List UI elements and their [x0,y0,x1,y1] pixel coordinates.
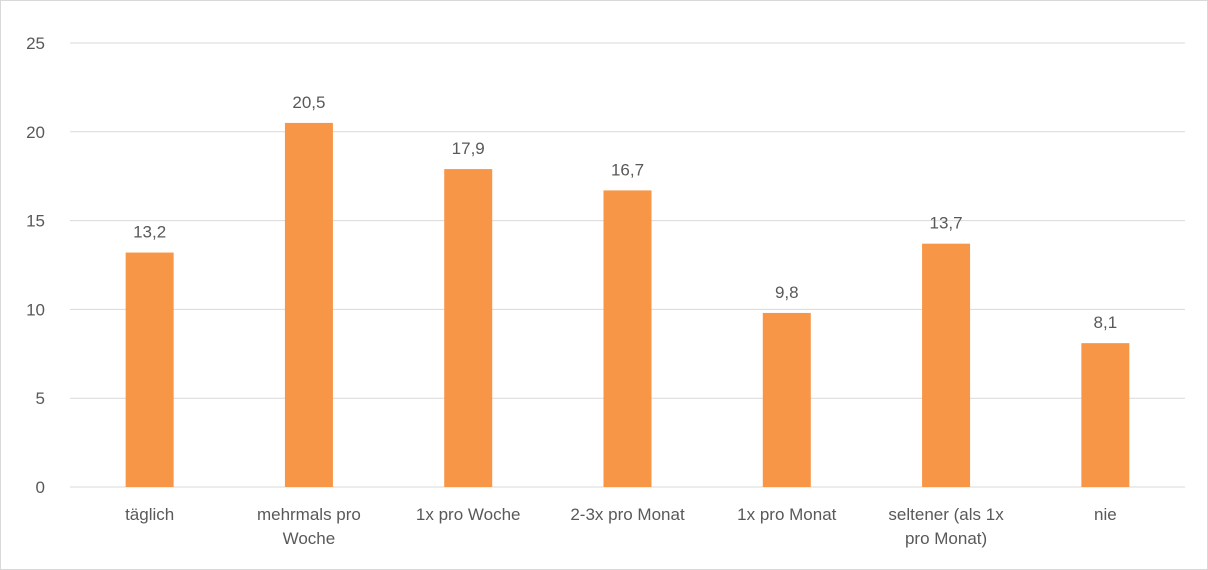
bar [922,243,971,487]
y-tick-label: 5 [36,389,45,408]
bar [1081,343,1130,487]
data-label: 16,7 [611,160,644,179]
x-tick-label: seltener (als 1x pro Monat) [888,505,1004,548]
bar [284,122,333,488]
data-label: 17,9 [452,139,485,158]
y-tick-label: 20 [26,123,45,142]
y-tick-label: 25 [26,34,45,53]
data-label: 9,8 [775,283,799,302]
x-tick-label: täglich [125,505,174,524]
bar [603,190,652,487]
bar [762,312,811,487]
x-tick-label: mehrmals pro Woche [257,505,361,548]
bar [125,252,174,487]
x-tick-label: 2-3x pro Monat [570,505,685,524]
data-label: 13,7 [930,214,963,233]
x-tick-label: 1x pro Woche [416,505,521,524]
x-tick-label: nie [1094,505,1117,524]
y-tick-label: 10 [26,300,45,319]
data-label: 8,1 [1094,313,1118,332]
y-tick-label: 0 [36,478,45,497]
x-tick-label: 1x pro Monat [737,505,836,524]
bar [444,169,493,487]
data-label: 13,2 [133,223,166,242]
y-tick-label: 15 [26,212,45,231]
data-label: 20,5 [292,93,325,112]
